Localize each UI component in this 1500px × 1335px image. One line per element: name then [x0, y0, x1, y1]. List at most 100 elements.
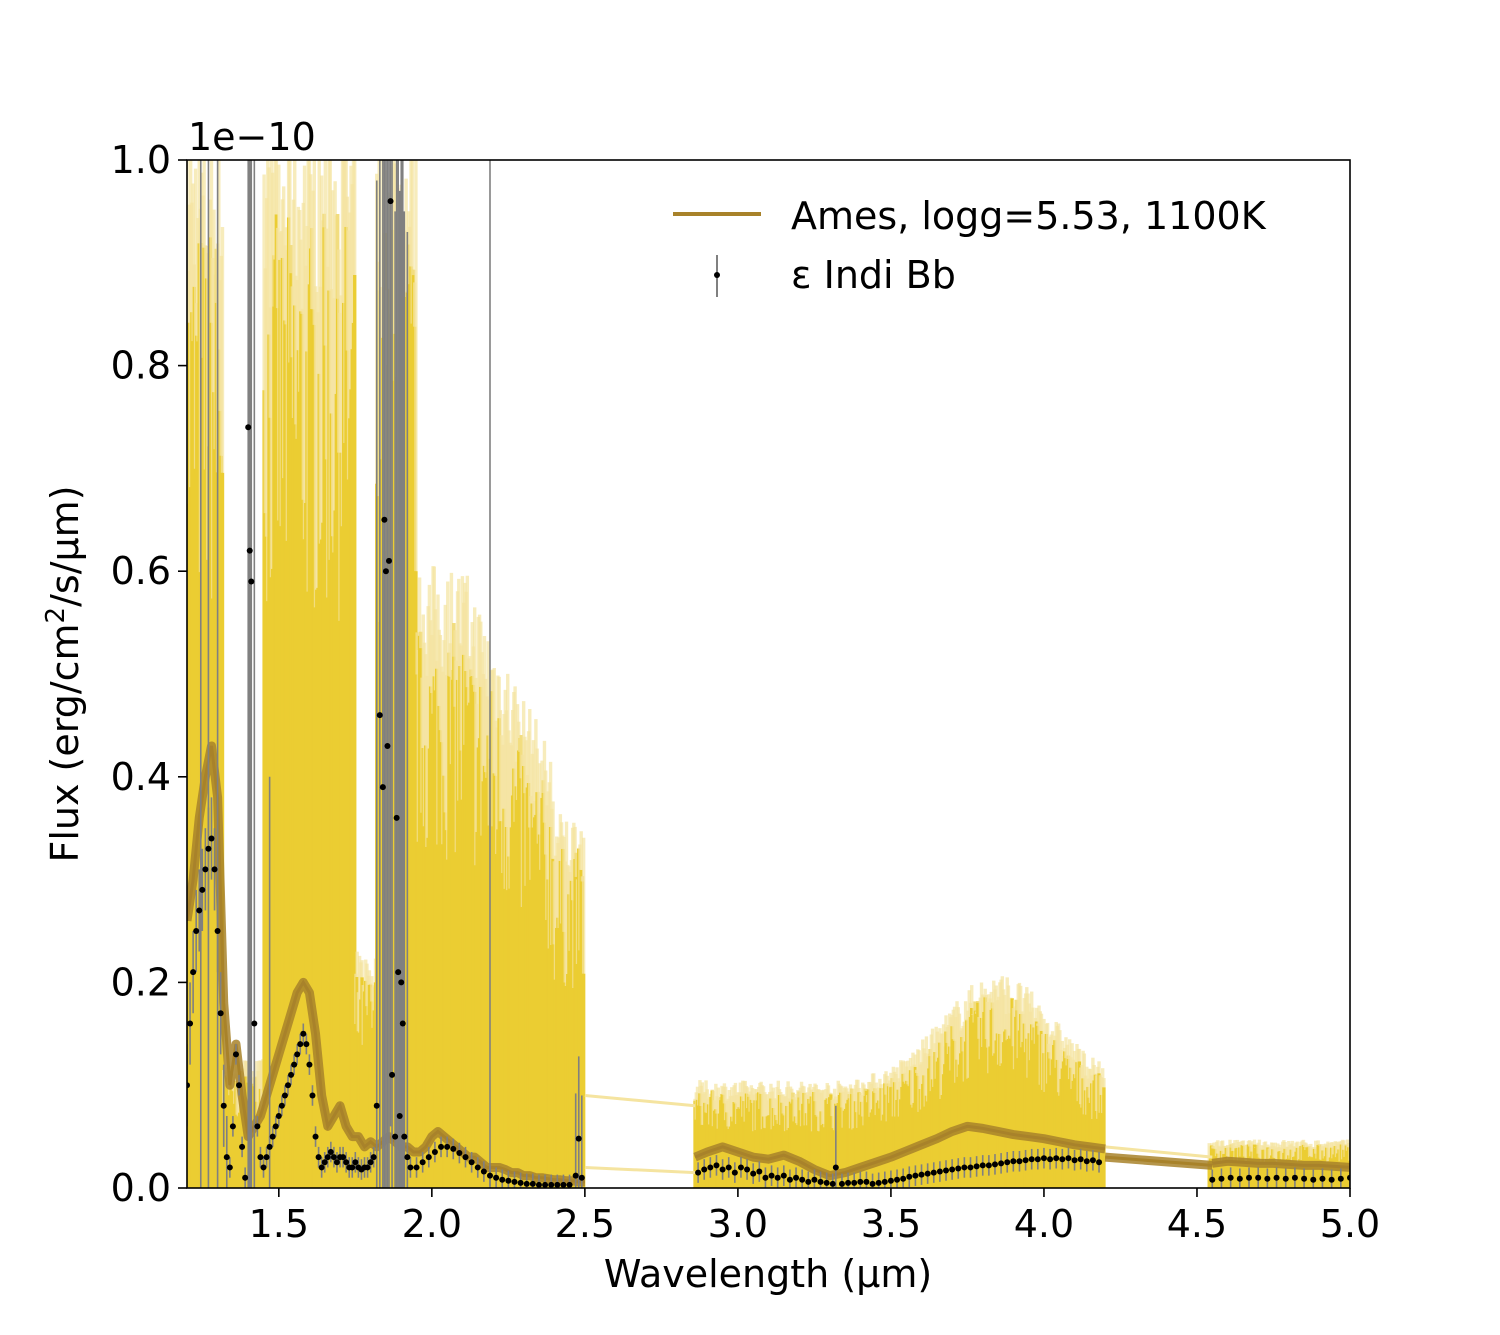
data-point	[936, 1168, 943, 1175]
data-point	[318, 1164, 325, 1171]
plot-frame	[186, 159, 1351, 1189]
data-point	[396, 1113, 403, 1120]
data-point	[431, 1149, 438, 1156]
y-tick-label: 0.4	[111, 755, 171, 799]
data-point	[324, 1154, 331, 1161]
data-point	[425, 1154, 432, 1161]
data-point	[511, 1178, 518, 1185]
legend-label-data: ε Indi Bb	[791, 253, 956, 297]
data-point	[236, 1082, 243, 1089]
data-point	[548, 1181, 555, 1188]
data-point	[829, 1180, 836, 1187]
data-point	[294, 1051, 301, 1058]
data-point	[799, 1176, 806, 1183]
data-point	[381, 516, 388, 523]
data-point	[832, 1164, 839, 1171]
y-offset-label: 1e−10	[188, 115, 316, 159]
data-point	[187, 1020, 194, 1027]
data-point	[505, 1177, 512, 1184]
data-point	[370, 1154, 377, 1161]
data-point	[1004, 1159, 1011, 1166]
data-point	[260, 1164, 267, 1171]
data-point	[269, 1133, 276, 1140]
data-point	[208, 835, 215, 842]
data-point	[1310, 1176, 1317, 1183]
data-point	[1273, 1174, 1280, 1181]
data-point	[900, 1175, 907, 1182]
data-point	[223, 1154, 230, 1161]
data-point	[387, 198, 394, 205]
data-point	[297, 1041, 304, 1048]
data-point	[413, 1164, 420, 1171]
data-point	[713, 1162, 720, 1169]
data-point	[851, 1179, 858, 1186]
data-point	[768, 1172, 775, 1179]
data-point	[1328, 1176, 1335, 1183]
model-spectrum-line	[694, 1124, 1106, 1178]
data-point	[395, 969, 402, 976]
data-point	[701, 1166, 708, 1173]
data-point	[486, 1172, 493, 1179]
data-point	[961, 1164, 968, 1171]
data-point	[474, 1164, 481, 1171]
data-point	[817, 1178, 824, 1185]
x-tick-label: 1.5	[249, 1202, 309, 1246]
data-point	[272, 1123, 279, 1130]
data-point	[906, 1173, 913, 1180]
data-point	[1291, 1174, 1298, 1181]
data-point	[404, 1154, 411, 1161]
data-point	[229, 1123, 236, 1130]
data-point	[407, 1164, 414, 1171]
data-point	[382, 568, 389, 575]
data-point	[786, 1176, 793, 1183]
data-point	[309, 1092, 316, 1099]
data-point	[985, 1162, 992, 1169]
data-point	[205, 845, 212, 852]
data-point	[419, 1159, 426, 1166]
data-point	[384, 742, 391, 749]
data-point	[393, 814, 400, 821]
data-point	[1034, 1156, 1041, 1163]
data-point	[554, 1181, 561, 1188]
data-point	[560, 1181, 567, 1188]
envelope-gap-line	[584, 1165, 696, 1175]
data-point	[1236, 1175, 1243, 1182]
data-point	[1010, 1158, 1017, 1165]
data-point	[811, 1176, 818, 1183]
data-point	[1053, 1155, 1060, 1162]
data-point	[924, 1170, 931, 1177]
data-point	[1301, 1175, 1308, 1182]
y-axis-ticks: 0.0 0.2 0.4 0.6 0.8 1.0	[111, 138, 187, 1210]
data-point	[376, 712, 383, 719]
data-point	[266, 1143, 273, 1150]
data-point	[343, 1159, 350, 1166]
data-point	[575, 1135, 582, 1142]
data-point	[392, 1133, 399, 1140]
data-point	[762, 1174, 769, 1181]
data-point	[780, 1172, 787, 1179]
data-point	[863, 1178, 870, 1185]
data-point	[220, 1102, 227, 1109]
data-point	[349, 1164, 356, 1171]
data-point	[321, 1159, 328, 1166]
data-point	[805, 1178, 812, 1185]
legend-label-model: Ames, logg=5.53, 1100K	[791, 194, 1267, 238]
data-point	[278, 1102, 285, 1109]
data-point	[875, 1179, 882, 1186]
data-point	[284, 1082, 291, 1089]
data-point	[462, 1154, 469, 1161]
data-point	[1059, 1156, 1066, 1163]
data-point	[352, 1159, 359, 1166]
data-point	[340, 1154, 347, 1161]
data-point	[367, 1159, 374, 1166]
data-point	[774, 1174, 781, 1181]
data-point	[364, 1164, 371, 1171]
data-point	[535, 1181, 542, 1188]
data-point	[1065, 1155, 1072, 1162]
data-point	[245, 424, 252, 431]
data-point	[943, 1167, 950, 1174]
data-point	[695, 1169, 702, 1176]
data-point	[211, 866, 218, 873]
legend: Ames, logg=5.53, 1100K ε Indi Bb	[673, 194, 1267, 297]
